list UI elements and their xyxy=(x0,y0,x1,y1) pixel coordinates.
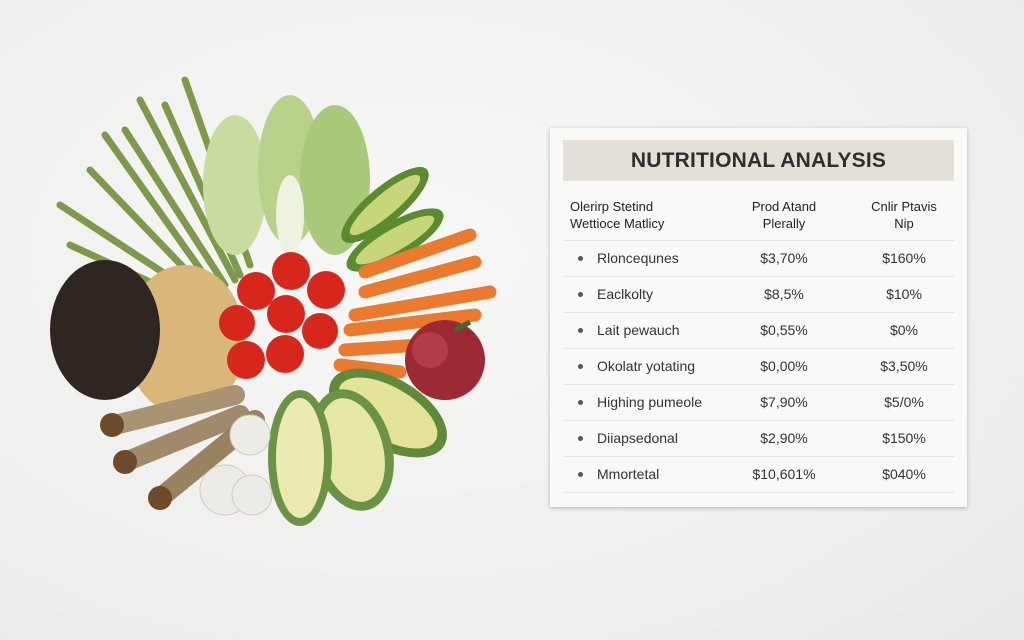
row-value-1: $10,601% xyxy=(752,466,816,482)
black-beans xyxy=(50,260,160,400)
row-label: Rloncequnes xyxy=(597,250,679,266)
table-row: Diiapsedonal $2,90% $150% xyxy=(565,420,954,457)
row-label: Mmortetal xyxy=(597,466,660,482)
table-row: Okolatr yotating $0,00% $3,50% xyxy=(565,348,954,385)
column-header-2: Prod Atand Plerally xyxy=(734,198,834,232)
title-bar: NUTRITIONAL ANALYSIS xyxy=(563,140,954,181)
avocado-slices xyxy=(341,167,444,272)
bullet-icon xyxy=(578,292,583,297)
row-label: Lait pewauch xyxy=(597,322,680,338)
table-row: Mmortetal $10,601% $040% xyxy=(565,456,954,493)
table-row: Eaclkolty $8,5% $10% xyxy=(565,276,954,313)
header-line: Wettioce Matlicy xyxy=(570,216,665,231)
garlic xyxy=(199,414,273,516)
bullet-icon xyxy=(578,256,583,261)
row-label: Eaclkolty xyxy=(597,286,654,302)
bullet-icon xyxy=(578,328,583,333)
table-row: Highing pumeole $7,90% $5/0% xyxy=(565,384,954,421)
row-label: Highing pumeole xyxy=(597,394,703,410)
row-label: Diiapsedonal xyxy=(597,430,678,446)
apple xyxy=(405,319,485,400)
table-title: NUTRITIONAL ANALYSIS xyxy=(630,148,887,172)
header-line: Cnlir Ptavis xyxy=(871,199,937,214)
lettuce xyxy=(203,95,370,255)
divider xyxy=(565,492,954,493)
nutrition-table-card: NUTRITIONAL ANALYSIS Olerirp Stetind Wet… xyxy=(550,128,967,507)
row-value-2: $10% xyxy=(886,286,922,302)
bullet-icon xyxy=(578,436,583,441)
tomatoes xyxy=(219,252,345,379)
row-value-2: $160% xyxy=(882,250,926,266)
row-value-1: $3,70% xyxy=(760,250,808,266)
row-label: Okolatr yotating xyxy=(597,358,696,374)
row-value-2: $040% xyxy=(882,466,926,482)
row-value-1: $7,90% xyxy=(760,394,808,410)
table-row: Rloncequnes $3,70% $160% xyxy=(565,240,954,277)
row-value-1: $2,90% xyxy=(760,430,808,446)
header-line: Olerirp Stetind xyxy=(570,199,654,214)
column-header-3: Cnlir Ptavis Nip xyxy=(854,198,954,232)
bullet-icon xyxy=(578,400,583,405)
table-row: Lait pewauch $0,55% $0% xyxy=(565,312,954,349)
row-value-2: $0% xyxy=(889,322,919,338)
row-value-1: $0,55% xyxy=(760,322,808,338)
header-line: Prod Atand xyxy=(751,199,817,214)
row-value-2: $5/0% xyxy=(884,394,924,410)
header-line: Nip xyxy=(894,216,914,231)
carrots xyxy=(333,228,497,379)
zucchini-slices xyxy=(268,368,447,526)
header-line: Plerally xyxy=(762,216,806,231)
column-header-1: Olerirp Stetind Wettioce Matlicy xyxy=(570,198,664,232)
bullet-icon xyxy=(578,472,583,477)
bullet-icon xyxy=(578,364,583,369)
row-value-2: $3,50% xyxy=(880,358,928,374)
row-value-1: $8,5% xyxy=(764,286,804,302)
row-value-2: $150% xyxy=(882,430,926,446)
row-value-1: $0,00% xyxy=(760,358,808,374)
